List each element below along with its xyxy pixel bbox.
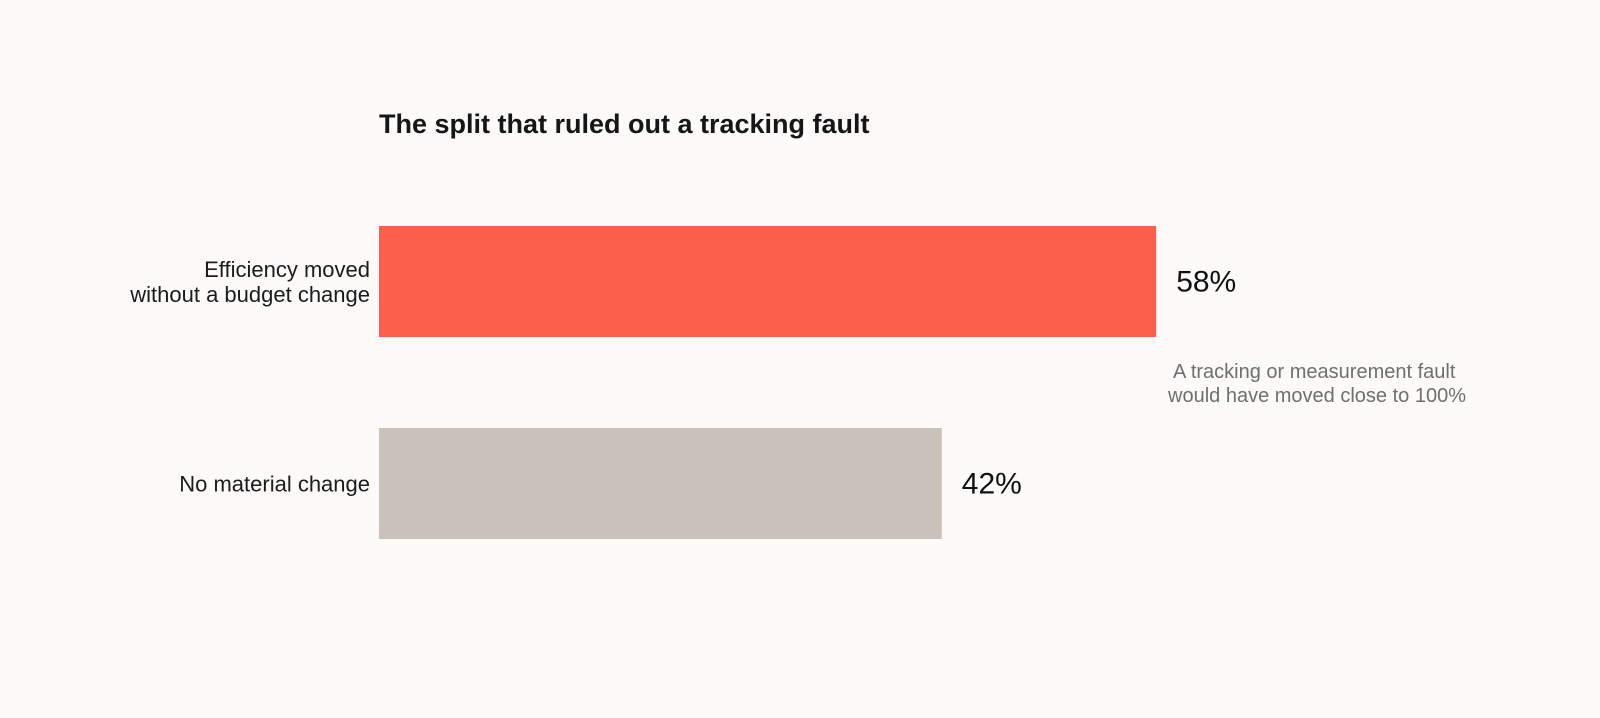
annotation: A tracking or measurement fault would ha… <box>1167 361 1466 407</box>
value-label-2: 42% <box>962 468 1022 501</box>
chart-title: The split that ruled out a tracking faul… <box>379 109 870 139</box>
value-label-1: 58% <box>1176 266 1236 299</box>
category-label-line: No material change <box>179 472 370 497</box>
category-label-2: No material change <box>179 472 370 497</box>
bar-1 <box>379 226 1157 337</box>
bar-2 <box>379 428 942 539</box>
category-label-1: Efficiency moved without a budget change <box>129 257 370 307</box>
bars-group: Efficiency moved without a budget change 5… <box>129 226 1236 539</box>
category-label-line: without a budget change <box>129 282 370 307</box>
category-label-line: Efficiency moved <box>204 257 370 282</box>
annotation-line-2: would have moved close to 100% <box>1167 385 1466 407</box>
annotation-line-1: A tracking or measurement fault <box>1173 361 1456 383</box>
